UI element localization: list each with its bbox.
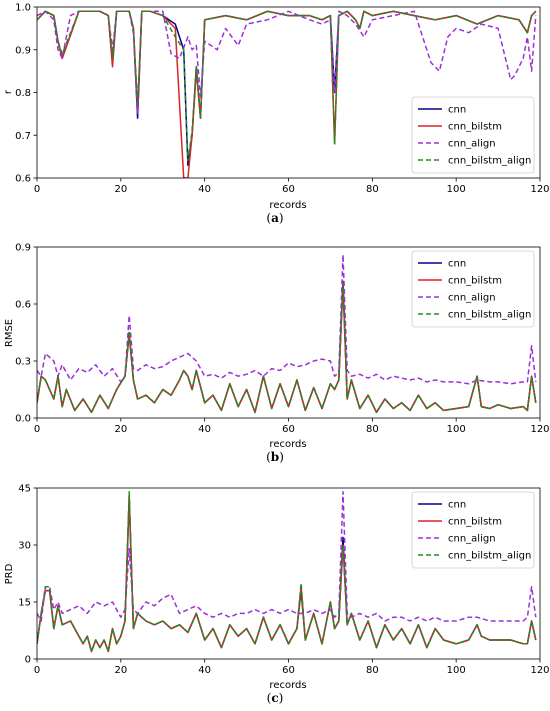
xtick-label-c-0: 0 — [34, 665, 40, 676]
legend-label-c-cnn-bilstm-align: cnn_bilstm_align — [448, 551, 531, 562]
legend-a: cnn cnn_bilstm cnn_align cnn_bilstm_align — [411, 96, 535, 174]
ytick-label-c-3: 45 — [18, 484, 31, 495]
xtick-label-a-80: 80 — [366, 184, 379, 195]
panel-c: 0 20 40 60 80 100 120 0 15 30 45 cnn cnn_bilstm cnn_a… — [4, 484, 550, 706]
xtick-label-b-0: 0 — [34, 424, 40, 435]
panel-a: 0 20 40 60 80 100 120 0.6 0.7 0.8 0.9 1.0 cnn cnn_bil… — [3, 3, 550, 226]
ylabel-b: RMSE — [4, 319, 15, 347]
xtick-label-a-100: 100 — [447, 184, 466, 195]
xtick-label-c-120: 120 — [530, 665, 549, 676]
series-line-b-cnn-align — [37, 253, 537, 385]
ytick-label-c-0: 0 — [25, 655, 31, 666]
caption-c: (c) — [267, 691, 284, 705]
ytick-label-a-2: 0.8 — [15, 88, 31, 99]
xtick-label-b-60: 60 — [282, 424, 295, 435]
series-line-a-cnn-bilstm-align — [37, 10, 537, 162]
caption-b: (b) — [266, 450, 284, 464]
ytick-label-c-2: 30 — [18, 541, 31, 552]
legend-label-a-cnn: cnn — [448, 105, 466, 116]
xtick-label-b-20: 20 — [114, 424, 127, 435]
xtick-label-c-40: 40 — [198, 665, 211, 676]
xtick-label-b-100: 100 — [447, 424, 466, 435]
legend-label-b-cnn-bilstm: cnn_bilstm — [448, 276, 502, 287]
xtick-label-c-80: 80 — [366, 665, 379, 676]
caption-b-letter: b — [271, 450, 279, 464]
caption-c-letter: c — [271, 691, 278, 705]
xtick-label-c-100: 100 — [447, 665, 466, 676]
series-lines-b — [37, 253, 537, 414]
xlabel-a: records — [269, 200, 306, 211]
panel-b: 0 20 40 60 80 100 120 0.0 0.3 0.6 0.9 cnn cnn_bilstm… — [4, 243, 550, 465]
legend-label-a-cnn-align: cnn_align — [448, 139, 496, 150]
legend-label-b-cnn-align: cnn_align — [448, 293, 496, 304]
xlabel-b: records — [269, 439, 306, 450]
xtick-label-b-120: 120 — [530, 424, 549, 435]
legend-label-c-cnn-align: cnn_align — [448, 534, 496, 545]
series-line-a-cnn-align — [37, 10, 537, 115]
ylabel-c: PRD — [4, 563, 15, 584]
series-lines-c — [37, 491, 537, 653]
xtick-label-c-20: 20 — [114, 665, 127, 676]
ytick-label-b-0: 0.0 — [15, 414, 31, 425]
xtick-label-c-60: 60 — [282, 665, 295, 676]
ytick-label-a-0: 0.6 — [15, 174, 31, 185]
legend-label-a-cnn-bilstm-align: cnn_bilstm_align — [448, 156, 531, 167]
ytick-label-b-1: 0.3 — [15, 357, 31, 368]
xtick-label-a-40: 40 — [198, 184, 211, 195]
legend-b: cnn cnn_bilstm cnn_align cnn_bilstm_align — [411, 250, 535, 328]
ytick-label-b-3: 0.9 — [15, 243, 31, 254]
legend-box-c — [411, 491, 535, 569]
plot-area-b: 0 20 40 60 80 100 120 0.0 0.3 0.6 0.9 cnn cnn_bilstm… — [15, 243, 549, 436]
xtick-label-a-60: 60 — [282, 184, 295, 195]
ytick-label-a-1: 0.7 — [15, 131, 31, 142]
legend-label-b-cnn: cnn — [448, 259, 466, 270]
series-line-b-cnn-bilstm-align — [37, 282, 537, 414]
ytick-label-b-2: 0.6 — [15, 300, 31, 311]
series-lines-a — [37, 10, 537, 178]
legend-label-b-cnn-bilstm-align: cnn_bilstm_align — [448, 310, 531, 321]
caption-a: (a) — [266, 211, 283, 225]
caption-a-letter: a — [271, 211, 279, 225]
ylabel-a: r — [3, 89, 14, 94]
legend-label-a-cnn-bilstm: cnn_bilstm — [448, 122, 502, 133]
ytick-label-a-3: 0.9 — [15, 45, 31, 56]
legend-c: cnn cnn_bilstm cnn_align cnn_bilstm_align — [411, 491, 535, 569]
plot-area-c: 0 20 40 60 80 100 120 0 15 30 45 cnn cnn_bilstm cnn_a… — [18, 484, 549, 677]
legend-box-b — [411, 250, 535, 328]
xtick-label-b-80: 80 — [366, 424, 379, 435]
legend-box-a — [411, 96, 535, 174]
ytick-label-c-1: 15 — [18, 598, 31, 609]
series-line-c-cnn-bilstm-align — [37, 491, 537, 653]
xtick-label-a-20: 20 — [114, 184, 127, 195]
xtick-label-a-120: 120 — [530, 184, 549, 195]
xtick-label-b-40: 40 — [198, 424, 211, 435]
xtick-label-a-0: 0 — [34, 184, 40, 195]
legend-label-c-cnn: cnn — [448, 500, 466, 511]
plot-area-a: 0 20 40 60 80 100 120 0.6 0.7 0.8 0.9 1.0 cnn cnn_bil… — [15, 3, 549, 196]
ytick-label-a-4: 1.0 — [15, 3, 31, 14]
series-line-c-cnn-align — [37, 491, 537, 622]
legend-label-c-cnn-bilstm: cnn_bilstm — [448, 517, 502, 528]
xlabel-c: records — [269, 680, 306, 691]
